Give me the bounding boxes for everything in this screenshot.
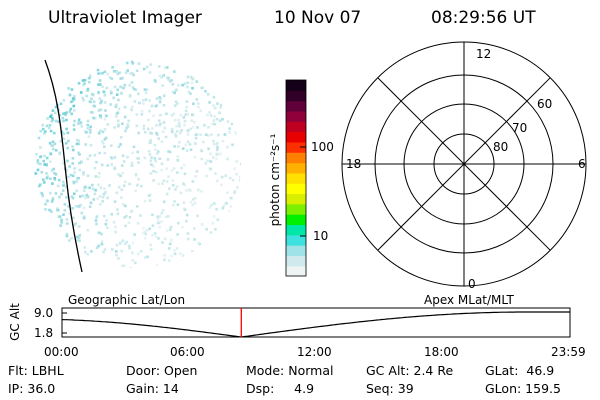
mlt-label-12: 12 — [476, 47, 492, 61]
geo-coord-title: Geographic Lat/Lon — [68, 293, 186, 307]
auroral-image — [34, 60, 241, 268]
mlat-label-70: 70 — [512, 121, 528, 135]
colorbar-segment — [286, 183, 306, 195]
colorbar-segment — [286, 110, 306, 122]
mlat-label-80: 80 — [493, 140, 509, 154]
glon-info: GLon: 159.5 — [485, 381, 561, 396]
mlt-label-0: 0 — [468, 277, 476, 291]
colorbar-segment — [286, 172, 306, 184]
mlat-label-60: 60 — [537, 97, 553, 111]
colorbar-segment — [286, 152, 306, 164]
colorbar-segment — [286, 80, 306, 91]
terminator-line — [44, 59, 83, 273]
orbit-x-tick-1200: 12:00 — [297, 345, 332, 359]
time-label: 08:29:56 UT — [431, 8, 536, 28]
colorbar-segment — [286, 265, 306, 277]
colorbar-segment — [286, 224, 306, 236]
orbit-y-axis-label: GC Alt — [8, 303, 22, 341]
apex-coord-title: Apex MLat/MLT — [424, 293, 514, 307]
colorbar-label-100: 100 — [311, 140, 334, 154]
gain-info: Gain: 14 — [126, 381, 179, 396]
mlt-label-18: 18 — [346, 157, 362, 171]
orbit-x-tick-0600: 06:00 — [170, 345, 205, 359]
door-info: Door: Open — [126, 363, 198, 378]
colorbar-label-10: 10 — [313, 229, 329, 243]
colorbar-segment — [286, 214, 306, 226]
orbit-y-tick-9: 9.0 — [34, 306, 54, 320]
colorbar-segment — [286, 141, 306, 153]
polar-grid — [341, 41, 587, 287]
colorbar-segment — [286, 203, 306, 215]
filter-info: Flt: LBHL — [8, 363, 64, 378]
colorbar-unit: photon cm⁻²s⁻¹ — [268, 133, 282, 227]
colorbar-segment — [286, 100, 306, 112]
altitude-curve — [61, 311, 570, 338]
colorbar-segment — [286, 131, 306, 143]
orbit-x-tick-1800: 18:00 — [424, 345, 459, 359]
colorbar-segment — [286, 121, 306, 133]
colorbar-segment — [286, 255, 306, 267]
colorbar-segment — [286, 234, 306, 246]
colorbar-segment — [286, 245, 306, 256]
orbit-y-tick-1.8: 1.8 — [34, 326, 54, 340]
orbit-x-tick-2359: 23:59 — [551, 345, 586, 359]
mode-info: Mode: Normal — [246, 363, 334, 378]
color-scale-bar — [286, 80, 306, 277]
colorbar-segment — [286, 162, 306, 174]
mlt-label-6: 6 — [578, 157, 586, 171]
orbit-x-tick-0000: 00:00 — [44, 345, 79, 359]
color-scale-frame — [285, 79, 307, 277]
colorbar-segment — [286, 90, 306, 102]
orbit-y-ticks — [62, 312, 67, 334]
ip-info: IP: 36.0 — [8, 381, 56, 396]
dsp-info: Dsp: 4.9 — [246, 381, 315, 396]
glat-info: GLat: 46.9 — [485, 363, 555, 378]
instrument-title: Ultraviolet Imager — [48, 8, 202, 28]
seq-info: Seq: 39 — [366, 381, 414, 396]
gc-alt-info: GC Alt: 2.4 Re — [366, 363, 454, 378]
date-label: 10 Nov 07 — [274, 8, 362, 28]
colorbar-segment — [286, 193, 306, 205]
orbit-plot-frame — [61, 307, 571, 338]
